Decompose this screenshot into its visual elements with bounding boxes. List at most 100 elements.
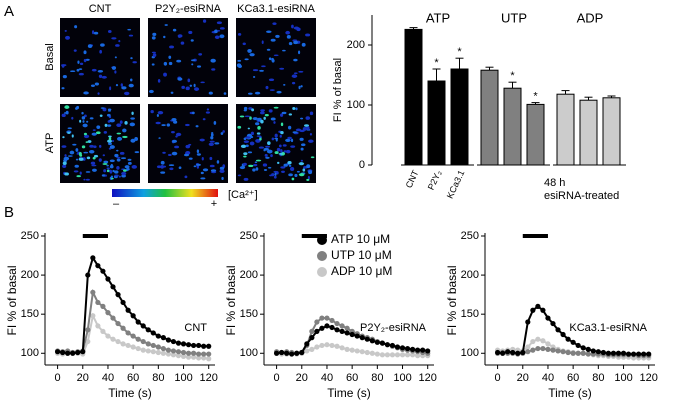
point <box>125 307 131 313</box>
point <box>95 263 101 269</box>
point <box>570 350 576 356</box>
cell <box>245 144 249 148</box>
cell <box>261 40 264 44</box>
point <box>384 352 391 358</box>
y-tick-label: 0 <box>359 159 365 171</box>
cell <box>253 163 258 167</box>
cell <box>287 136 292 140</box>
cell <box>216 160 220 164</box>
cell <box>273 106 279 109</box>
cell <box>271 137 275 141</box>
point <box>359 349 365 355</box>
point <box>359 335 365 341</box>
y-axis-label: FI % of basal <box>332 58 344 122</box>
y-tick-label: 200 <box>21 269 39 281</box>
cell <box>109 159 115 163</box>
point <box>545 341 551 347</box>
cell <box>61 113 66 118</box>
y-tick-label: 200 <box>347 39 365 51</box>
cell <box>155 121 161 125</box>
point <box>570 339 576 345</box>
point <box>155 333 161 339</box>
point <box>170 348 177 354</box>
cell <box>301 42 306 47</box>
cell <box>81 111 84 115</box>
cell <box>261 65 266 68</box>
point <box>150 349 156 355</box>
cell <box>130 78 133 82</box>
cell <box>274 133 278 138</box>
point <box>165 347 172 353</box>
cell <box>279 67 285 70</box>
cell <box>98 144 102 148</box>
cell <box>123 169 127 172</box>
point <box>560 331 566 338</box>
cell <box>62 161 67 165</box>
point <box>399 352 406 358</box>
cell <box>242 42 246 46</box>
cell <box>295 107 298 111</box>
category-label: CNT <box>404 168 421 189</box>
cell <box>189 84 193 87</box>
colorbar-high: + <box>211 198 217 210</box>
cell <box>90 161 96 165</box>
point <box>525 319 531 325</box>
cell <box>243 162 247 166</box>
cell <box>239 115 245 118</box>
cell <box>177 77 183 81</box>
point <box>145 341 151 347</box>
point <box>115 320 121 327</box>
point <box>120 325 126 331</box>
cell <box>85 178 90 181</box>
point <box>170 338 177 345</box>
cell <box>152 32 157 37</box>
cell <box>214 142 220 145</box>
cell <box>92 129 96 132</box>
point <box>190 350 197 356</box>
point <box>580 350 586 356</box>
cell <box>73 49 77 52</box>
cell <box>99 49 102 54</box>
cell <box>252 69 259 72</box>
point <box>120 299 126 306</box>
cell <box>273 170 278 173</box>
point <box>196 351 202 357</box>
point <box>115 292 121 298</box>
bar <box>480 69 499 166</box>
cell <box>91 164 97 167</box>
cell <box>277 161 280 164</box>
cell <box>266 30 272 34</box>
cell <box>250 131 255 136</box>
cell <box>275 34 280 38</box>
point <box>319 315 325 321</box>
cell <box>285 30 291 35</box>
cell <box>297 50 301 55</box>
cell <box>166 123 171 127</box>
point <box>289 351 295 357</box>
x-tick-label: 80 <box>152 372 164 384</box>
cell <box>280 122 284 127</box>
cell <box>185 144 191 149</box>
cell <box>168 61 173 66</box>
cell <box>107 108 112 111</box>
point <box>349 347 355 353</box>
cell <box>78 68 83 71</box>
cell <box>220 132 224 135</box>
point <box>85 338 91 345</box>
cell <box>305 116 311 120</box>
point <box>155 344 161 350</box>
point <box>550 347 556 353</box>
cell <box>121 86 127 90</box>
point <box>294 350 300 356</box>
cell <box>303 124 310 127</box>
point <box>299 349 305 356</box>
cell <box>62 74 67 79</box>
point <box>505 349 511 355</box>
cell <box>87 44 93 49</box>
cell <box>214 29 218 34</box>
cell <box>243 152 248 156</box>
cell <box>98 74 103 78</box>
point <box>354 348 360 354</box>
cell <box>119 120 123 124</box>
